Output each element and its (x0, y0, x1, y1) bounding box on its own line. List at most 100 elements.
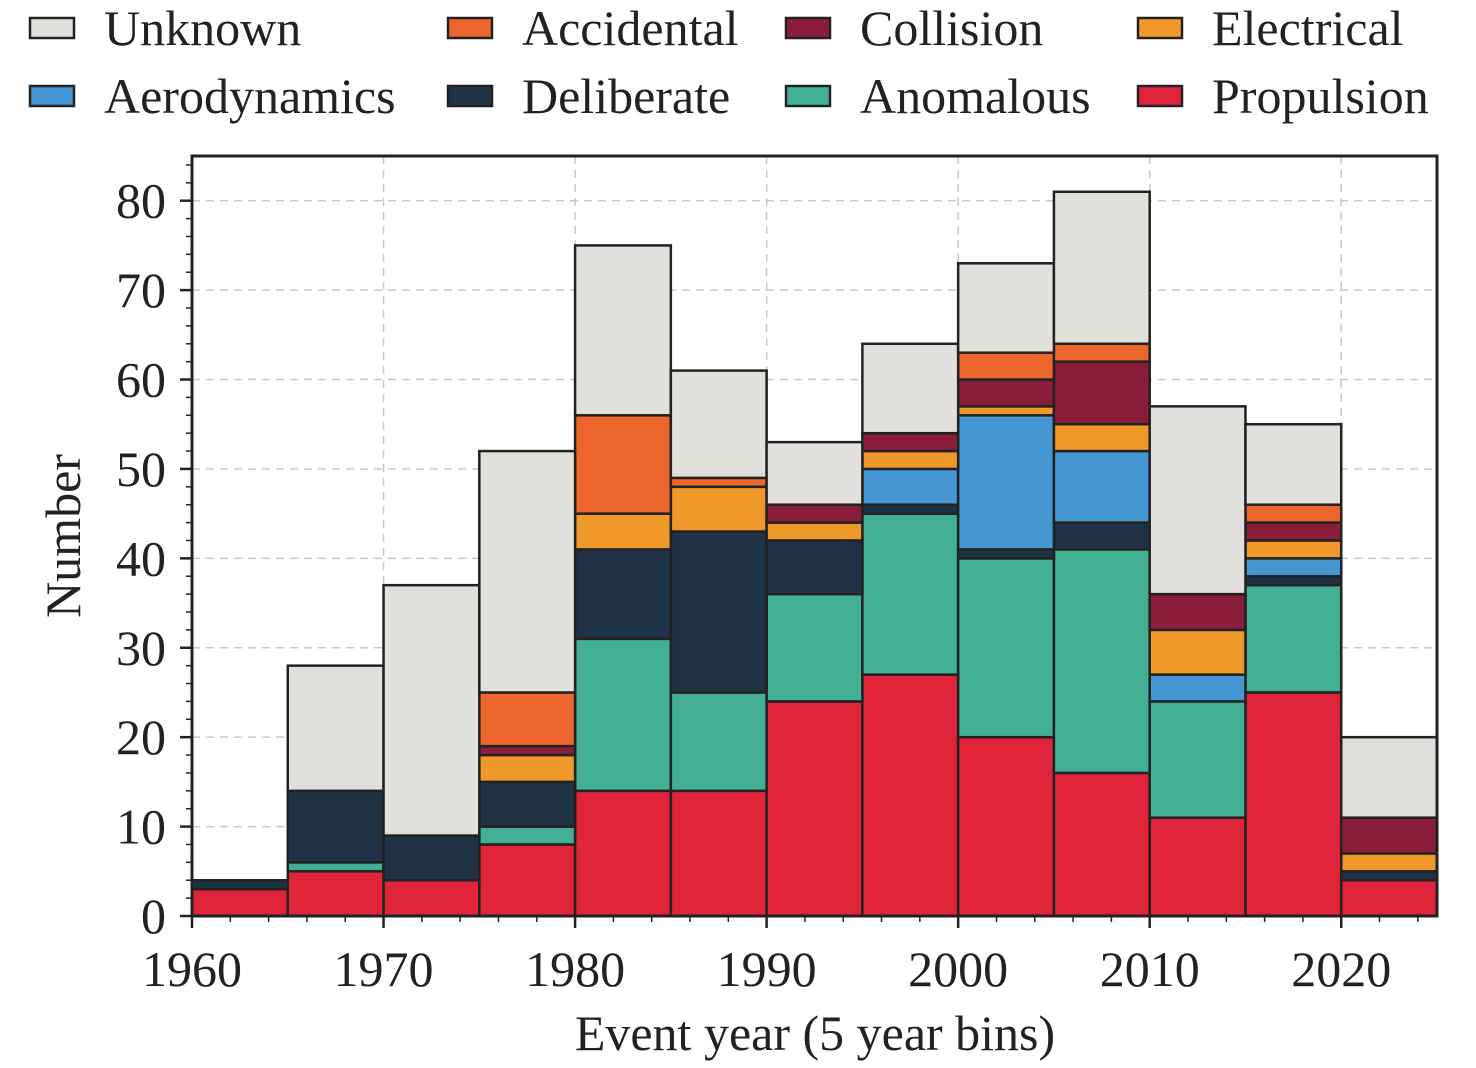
bar-unknown-2020 (1339, 735, 1439, 819)
bar-anomalous-1980 (573, 637, 673, 793)
legend-swatch-anomalous (784, 84, 832, 108)
bars (190, 190, 1439, 918)
y-axis-title: Number (35, 454, 91, 618)
y-tick-label-50: 50 (116, 441, 166, 497)
bar-anomalous-1985 (669, 691, 768, 793)
bar-anomalous-2000 (956, 557, 1056, 739)
bar-anomalous-2005 (1052, 548, 1151, 775)
legend-swatch-propulsion (1136, 84, 1184, 108)
bar-deliberate-1975 (478, 780, 577, 828)
bar-electrical-2020 (1339, 852, 1439, 873)
y-tick-label-40: 40 (116, 530, 166, 586)
bar-deliberate-2000 (956, 548, 1056, 560)
bar-anomalous-2015 (1244, 583, 1343, 694)
legend-swatch-unknown (28, 16, 76, 40)
x-tick-label-1990: 1990 (717, 941, 817, 997)
x-tick-label-2020: 2020 (1291, 941, 1391, 997)
bar-anomalous-1995 (861, 512, 960, 676)
bar-electrical-2000 (956, 405, 1056, 417)
bar-deliberate-2005 (1052, 521, 1151, 551)
bar-deliberate-1995 (861, 503, 960, 515)
legend-label-propulsion: Propulsion (1212, 68, 1429, 124)
x-tick-labels: 1960 1970 1980 1990 2000 2010 2020 (142, 941, 1391, 997)
bar-unknown-2015 (1244, 422, 1343, 506)
y-tick-label-0: 0 (141, 888, 166, 944)
bar-propulsion-1965 (286, 870, 385, 918)
bar-anomalous-2010 (1148, 700, 1247, 819)
bar-propulsion-1985 (669, 789, 768, 918)
x-tick-label-1960: 1960 (142, 941, 242, 997)
x-tick-label-2000: 2000 (908, 941, 1008, 997)
bar-aerodynamics-2010 (1148, 673, 1247, 703)
legend-swatch-accidental (446, 16, 494, 40)
bar-collision-1990 (765, 503, 864, 524)
legend-swatch-electrical (1136, 16, 1184, 40)
bar-accidental-1975 (478, 691, 577, 748)
bar-deliberate-2020 (1339, 870, 1439, 882)
bar-deliberate-1960 (190, 878, 290, 891)
bar-accidental-1985 (669, 476, 768, 489)
x-axis-title: Event year (5 year bins) (575, 1005, 1055, 1061)
legend: Unknown Accidental Collision Electrical Aero… (28, 0, 1429, 124)
y-tick-label-70: 70 (116, 262, 166, 318)
legend-label-anomalous: Anomalous (860, 68, 1091, 124)
bar-deliberate-1985 (669, 530, 768, 694)
bar-accidental-1980 (573, 414, 673, 515)
legend-label-collision: Collision (860, 0, 1043, 56)
legend-label-accidental: Accidental (522, 0, 739, 56)
bar-unknown-1965 (286, 664, 385, 793)
bar-deliberate-1965 (286, 789, 385, 864)
y-tick-labels: 0 10 20 30 40 50 60 70 80 (116, 173, 166, 944)
x-tick-label-1970: 1970 (334, 941, 434, 997)
bar-propulsion-1995 (861, 673, 960, 918)
bar-unknown-1995 (861, 342, 960, 435)
bar-unknown-1980 (573, 244, 673, 417)
bar-deliberate-1980 (573, 548, 673, 641)
bar-propulsion-2010 (1148, 816, 1247, 918)
bar-collision-1995 (861, 431, 960, 453)
bar-electrical-1995 (861, 449, 960, 471)
bar-collision-2020 (1339, 816, 1439, 855)
bar-electrical-2005 (1052, 422, 1151, 453)
legend-swatch-aerodynamics (28, 84, 76, 108)
bar-electrical-1980 (573, 512, 673, 551)
bar-deliberate-2015 (1244, 574, 1343, 587)
bar-propulsion-2005 (1052, 771, 1151, 918)
bar-propulsion-1990 (765, 700, 864, 918)
bar-propulsion-1960 (190, 887, 290, 918)
legend-swatch-deliberate (446, 84, 494, 108)
bar-aerodynamics-2015 (1244, 557, 1343, 578)
bar-unknown-2005 (1052, 190, 1151, 346)
bar-accidental-2015 (1244, 503, 1343, 524)
bar-electrical-1975 (478, 753, 577, 784)
legend-label-aerodynamics: Aerodynamics (104, 68, 396, 124)
y-tick-label-80: 80 (116, 173, 166, 229)
bar-unknown-2010 (1148, 405, 1247, 596)
bar-electrical-1990 (765, 521, 864, 542)
bar-anomalous-1975 (478, 825, 577, 846)
bar-propulsion-1980 (573, 789, 673, 918)
plot-frame (190, 154, 1439, 918)
bar-accidental-2005 (1052, 342, 1151, 363)
bar-unknown-1970 (382, 583, 481, 837)
bar-propulsion-2015 (1244, 691, 1343, 918)
bar-propulsion-2000 (956, 735, 1056, 918)
bar-collision-2010 (1148, 592, 1247, 632)
y-tick-label-60: 60 (116, 352, 166, 408)
bar-accidental-2000 (956, 351, 1056, 381)
bar-unknown-2000 (956, 262, 1056, 354)
y-tick-label-10: 10 (116, 799, 166, 855)
legend-label-unknown: Unknown (104, 0, 301, 56)
bar-propulsion-2020 (1339, 878, 1439, 918)
bar-electrical-2010 (1148, 628, 1247, 676)
bar-unknown-1985 (669, 369, 768, 480)
bar-collision-2015 (1244, 521, 1343, 542)
bar-anomalous-1990 (765, 592, 864, 703)
bar-anomalous-1965 (286, 861, 385, 873)
bar-unknown-1990 (765, 440, 864, 506)
legend-label-deliberate: Deliberate (522, 68, 730, 124)
axis-ticks (180, 164, 1419, 928)
x-tick-label-2010: 2010 (1100, 941, 1200, 997)
bar-unknown-1975 (478, 449, 577, 694)
